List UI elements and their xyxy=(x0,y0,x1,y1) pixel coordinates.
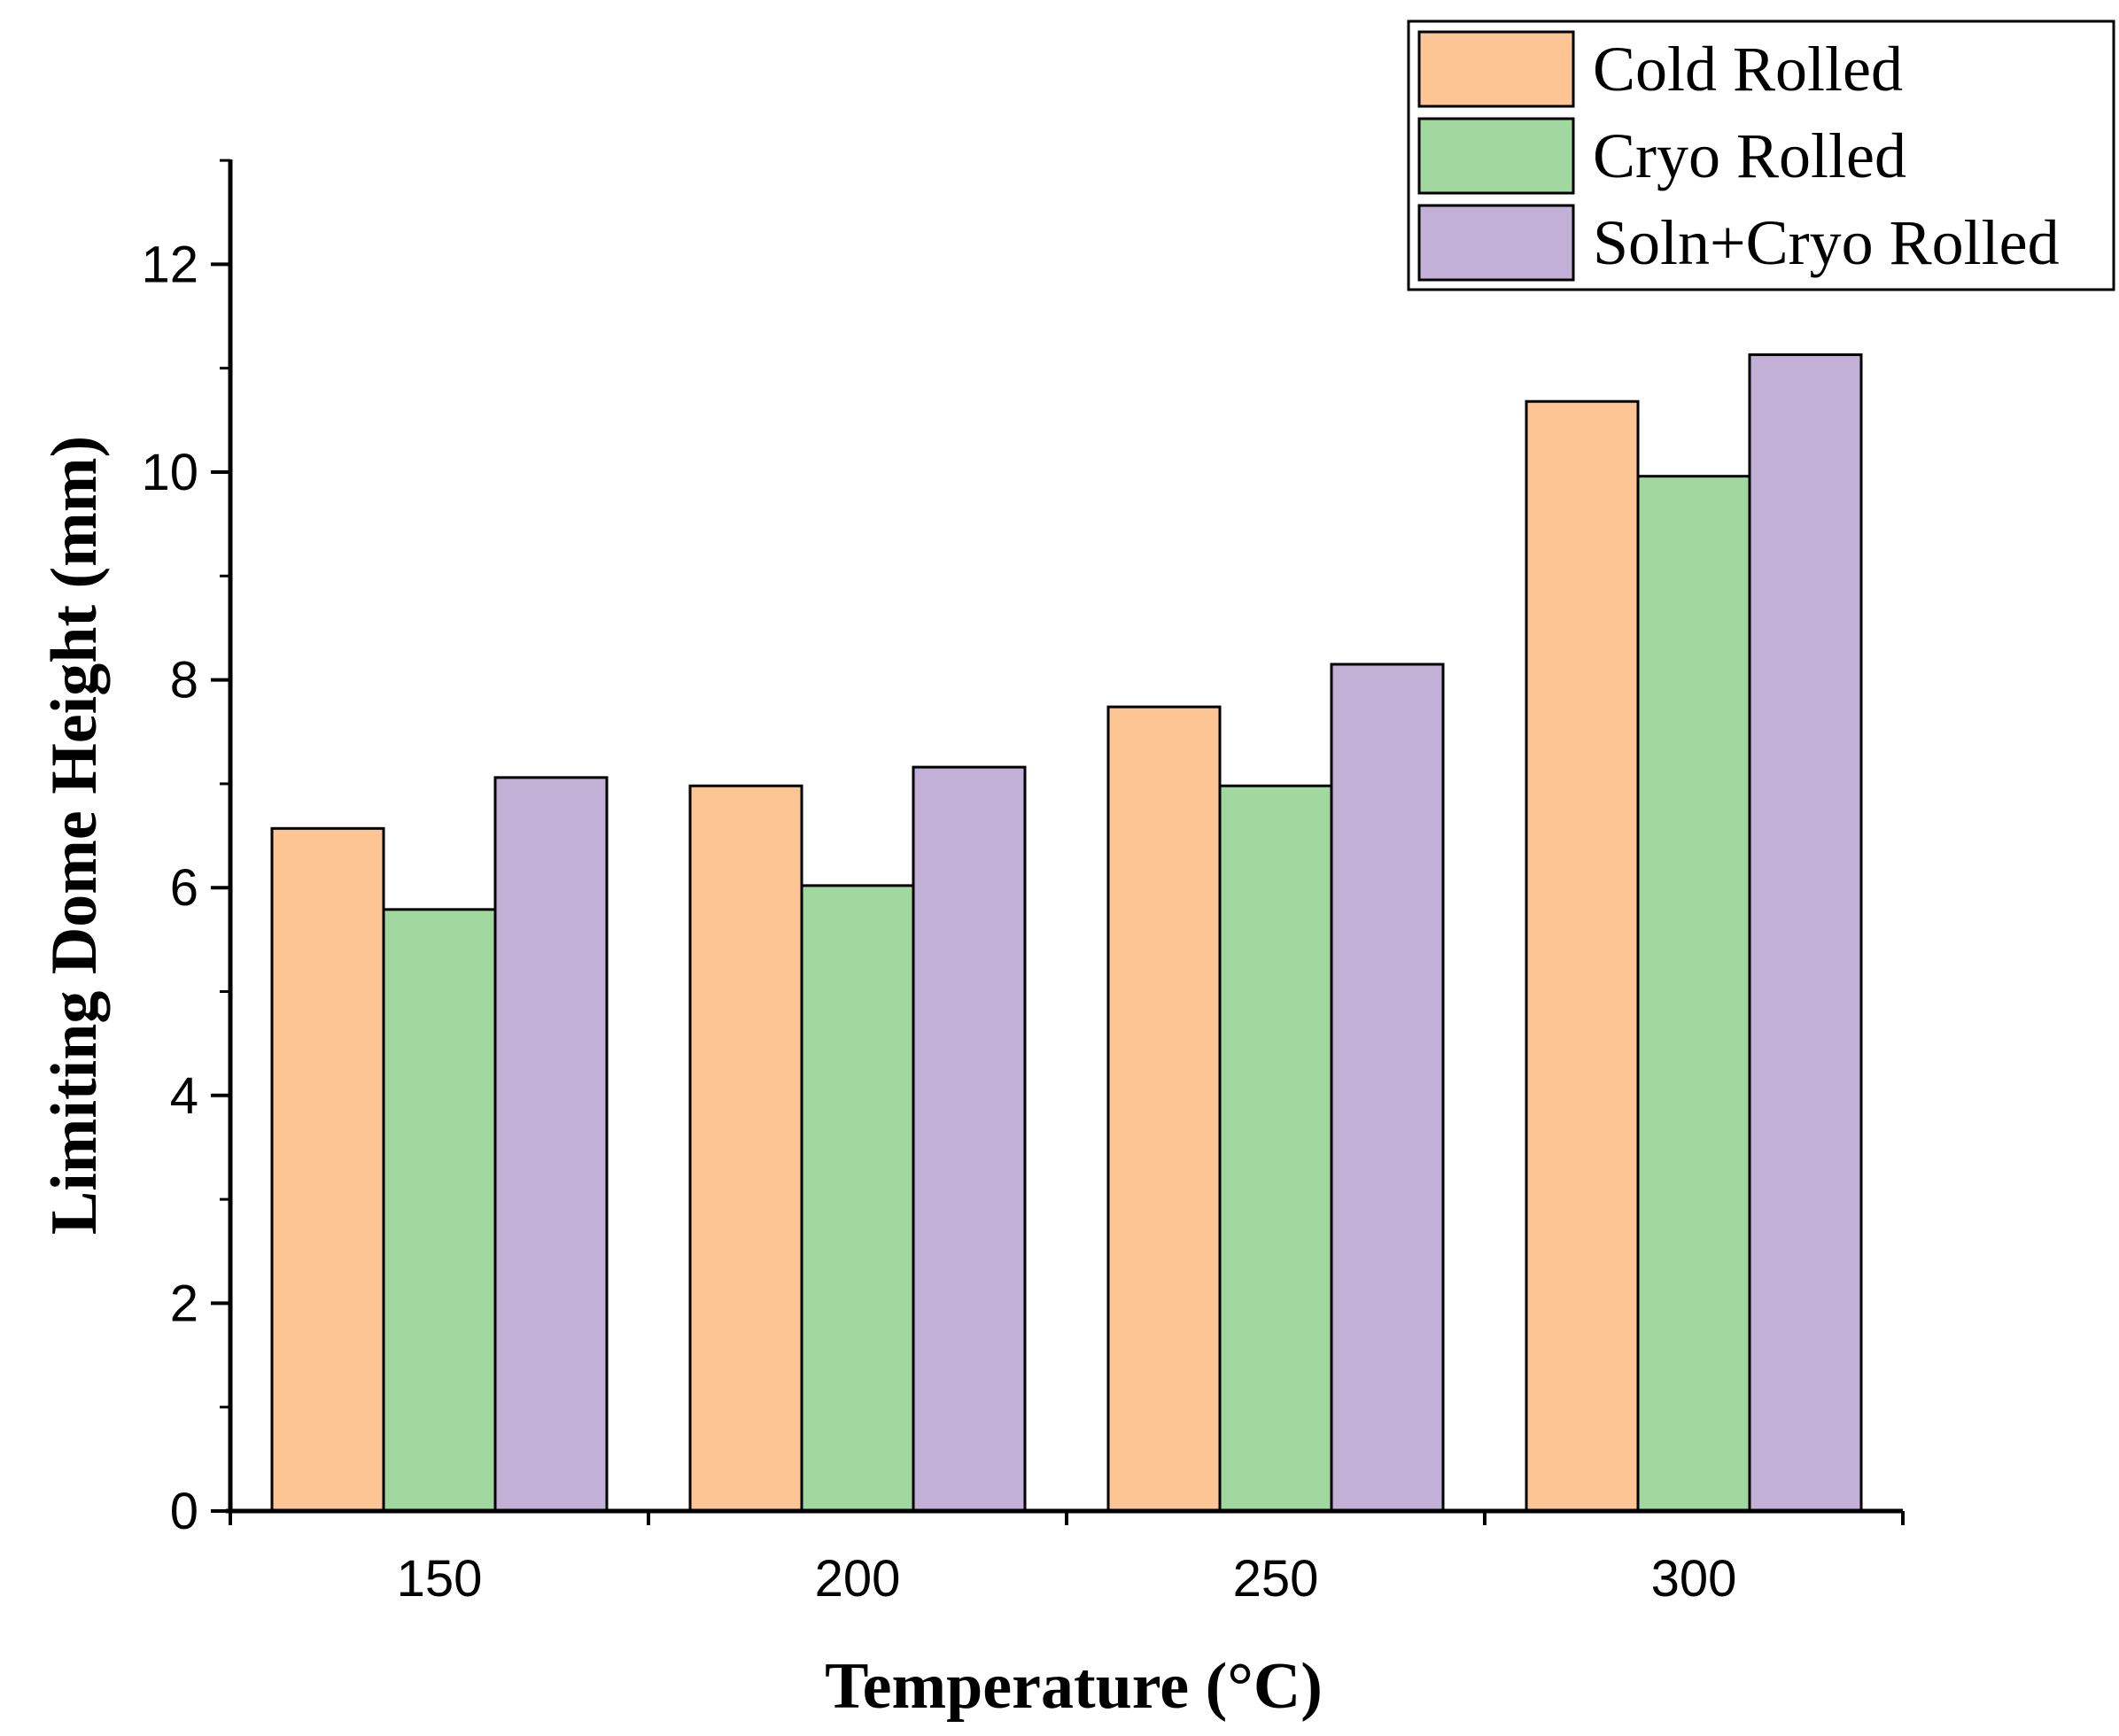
y-tick-label: 2 xyxy=(170,1275,198,1332)
x-tick-label: 150 xyxy=(397,1550,483,1608)
x-ticks-group: 150 200 250 300 xyxy=(229,1511,1905,1608)
y-tick-label: 8 xyxy=(170,652,198,709)
legend: Cold Rolled Cryo Rolled Soln+Cryo Rolled xyxy=(1407,19,2115,291)
bar xyxy=(1636,475,1751,1513)
bar xyxy=(1525,399,1640,1513)
legend-swatch xyxy=(1417,117,1575,195)
x-tick-label: 250 xyxy=(1233,1550,1319,1608)
x-tick-label: 300 xyxy=(1651,1550,1737,1608)
bar xyxy=(800,884,915,1513)
legend-label: Soln+Cryo Rolled xyxy=(1593,207,2060,278)
y-tick-label: 10 xyxy=(141,444,198,501)
y-tick-label: 0 xyxy=(170,1483,198,1540)
legend-label: Cold Rolled xyxy=(1593,34,1903,105)
bar xyxy=(688,784,803,1513)
y-axis-title: Limiting Dome Height (mm) xyxy=(38,436,111,1235)
y-tick-label: 6 xyxy=(170,859,198,917)
bar xyxy=(1330,663,1445,1513)
bar xyxy=(270,826,385,1513)
x-axis-title: Temperature (°C) xyxy=(825,1650,1323,1723)
bar xyxy=(493,776,609,1513)
bar xyxy=(1106,705,1222,1513)
y-tick-label: 12 xyxy=(141,236,198,293)
axes-group xyxy=(226,159,1903,1514)
legend-label: Cryo Rolled xyxy=(1593,120,1906,191)
bar xyxy=(1218,784,1333,1513)
x-tick-label: 200 xyxy=(815,1550,901,1608)
bars-group xyxy=(270,353,1863,1513)
legend-swatch xyxy=(1417,30,1575,108)
bar xyxy=(1748,353,1863,1513)
y-tick-label: 4 xyxy=(170,1067,198,1125)
legend-swatch xyxy=(1417,204,1575,282)
y-ticks-group: 0 2 4 6 8 10 12 xyxy=(141,159,230,1540)
bar xyxy=(382,908,497,1513)
bar xyxy=(912,765,1027,1513)
